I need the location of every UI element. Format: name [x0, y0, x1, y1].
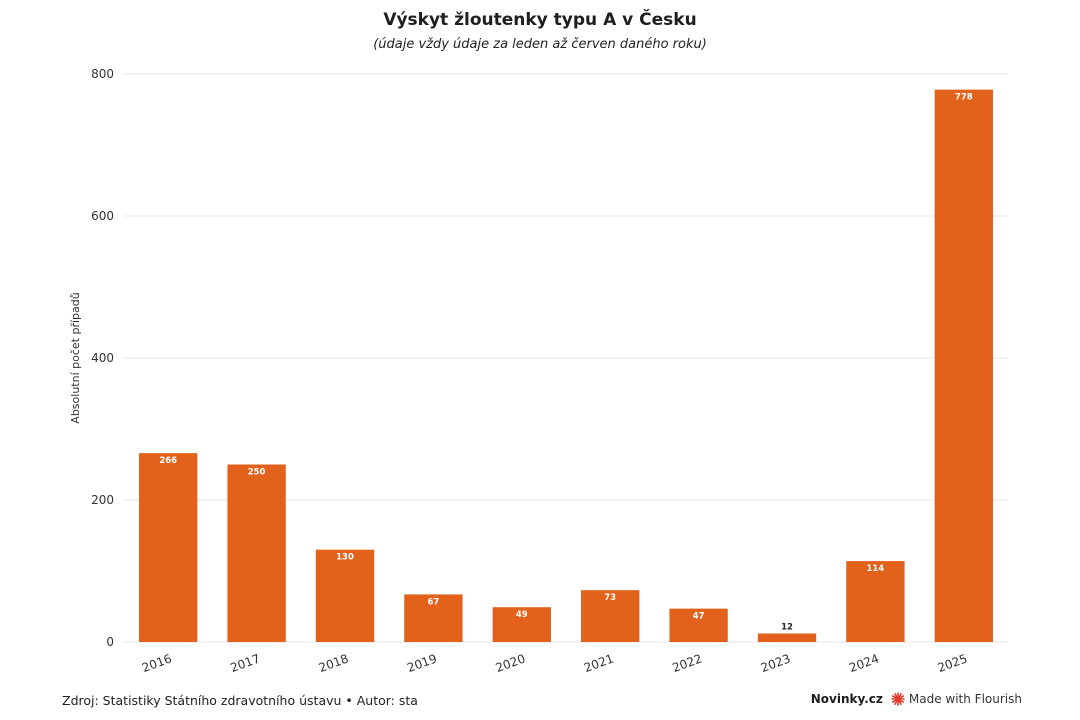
y-tick-label: 600	[91, 209, 114, 223]
flourish-label: Made with Flourish	[908, 692, 1022, 706]
made-with-flourish-link[interactable]: Made with Flourish	[891, 692, 1022, 706]
bar	[227, 464, 286, 642]
x-tick-label: 2023	[759, 651, 792, 675]
bar-data-label: 73	[604, 593, 616, 603]
bar-data-label: 130	[336, 553, 354, 563]
bar	[404, 594, 463, 642]
bar-data-label: 250	[248, 468, 266, 478]
bar-data-label: 49	[516, 610, 528, 620]
x-tick-label: 2017	[228, 651, 261, 675]
y-tick-label: 400	[91, 351, 114, 365]
flourish-logo-icon	[891, 692, 905, 706]
x-tick-label: 2022	[670, 651, 703, 675]
bar-data-label: 114	[867, 564, 885, 574]
bar-data-label: 12	[781, 622, 793, 632]
x-tick-label: 2021	[582, 651, 615, 675]
x-tick-label: 2024	[847, 651, 880, 675]
y-axis-label: Absolutní počet případů	[69, 292, 82, 423]
chart-title: Výskyt žloutenky typu A v Česku	[383, 10, 697, 30]
footer-branding: Novinky.cz Made with Flourish	[811, 692, 1022, 706]
bar-data-label: 778	[955, 93, 973, 103]
x-tick-label: 2019	[405, 651, 438, 675]
bar	[934, 89, 993, 643]
y-tick-label: 800	[91, 67, 114, 81]
bar	[315, 549, 375, 642]
x-tick-label: 2025	[936, 651, 969, 675]
bar	[492, 607, 551, 642]
y-tick-label: 200	[91, 493, 114, 507]
brand-logo[interactable]: Novinky.cz	[810, 692, 883, 706]
bar-data-label: 266	[159, 456, 177, 466]
bar	[139, 453, 198, 642]
bar	[669, 608, 728, 642]
y-tick-label: 0	[106, 635, 114, 649]
source-credit: Zdroj: Statistiky Státního zdravotního ú…	[62, 693, 418, 708]
bar	[757, 633, 817, 642]
bar-data-label: 47	[693, 612, 705, 622]
bar	[581, 590, 640, 642]
chart-subtitle: (údaje vždy údaje za leden až červen dan…	[373, 37, 707, 52]
bar-data-label: 67	[427, 597, 439, 607]
flourish-center	[895, 696, 901, 702]
x-tick-label: 2020	[494, 651, 527, 675]
bar	[846, 561, 905, 642]
x-tick-label: 2016	[140, 651, 173, 675]
x-tick-label: 2018	[317, 651, 350, 675]
